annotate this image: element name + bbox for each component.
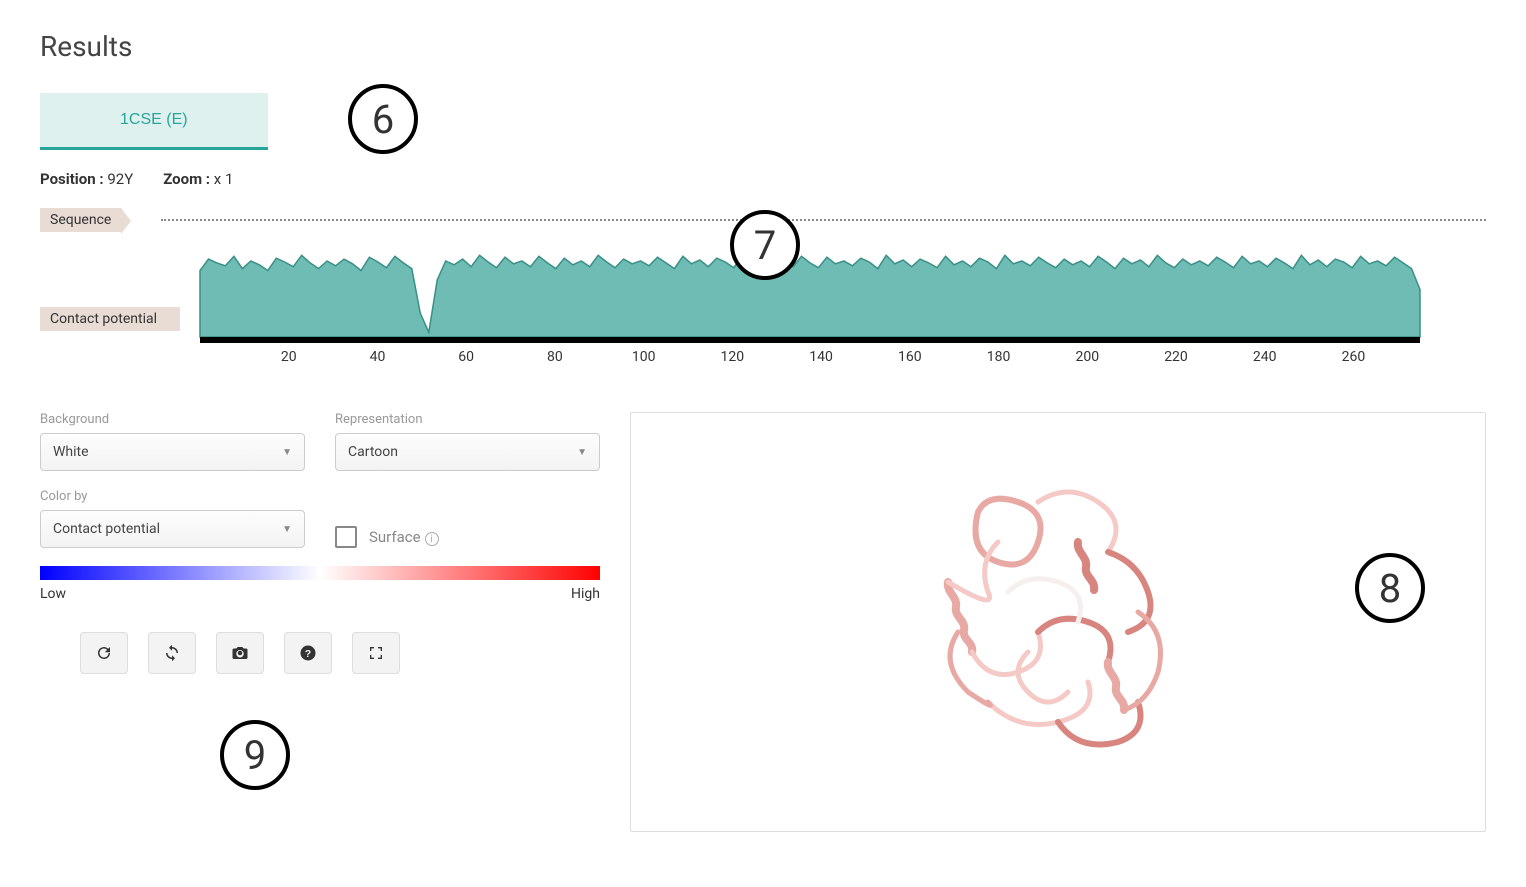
svg-text:60: 60: [458, 349, 474, 365]
colorby-label: Color by: [40, 489, 305, 504]
sync-icon: [163, 644, 181, 662]
info-row: Position : 92Y Zoom : x 1: [40, 170, 1486, 188]
page-title: Results: [40, 30, 1486, 63]
colorby-select[interactable]: Contact potential▼: [40, 510, 305, 548]
svg-text:20: 20: [281, 349, 297, 365]
info-icon[interactable]: i: [425, 532, 439, 546]
protein-viewer[interactable]: 8: [630, 412, 1486, 832]
zoom-info: Zoom : x 1: [163, 170, 233, 188]
contact-potential-label: Contact potential: [40, 307, 180, 331]
svg-text:140: 140: [809, 349, 833, 365]
help-button[interactable]: ?: [284, 632, 332, 674]
background-label: Background: [40, 412, 305, 427]
svg-text:?: ?: [305, 648, 311, 660]
refresh-button[interactable]: [80, 632, 128, 674]
gradient-high: High: [571, 586, 600, 602]
surface-checkbox[interactable]: [335, 526, 357, 548]
protein-structure: [888, 452, 1228, 792]
svg-text:120: 120: [721, 349, 745, 365]
svg-text:220: 220: [1164, 349, 1188, 365]
position-info: Position : 92Y: [40, 170, 133, 188]
svg-text:180: 180: [987, 349, 1011, 365]
sequence-label: Sequence: [40, 208, 121, 232]
refresh-icon: [95, 644, 113, 662]
gradient-low: Low: [40, 586, 66, 602]
callout-9: 9: [220, 720, 290, 790]
chevron-down-icon: ▼: [282, 447, 292, 458]
representation-label: Representation: [335, 412, 600, 427]
svg-text:160: 160: [898, 349, 922, 365]
camera-button[interactable]: [216, 632, 264, 674]
gradient-labels: Low High: [40, 586, 600, 602]
svg-text:200: 200: [1075, 349, 1099, 365]
callout-8: 8: [1355, 553, 1425, 623]
tabs: 1CSE (E) 1U46 (A): [40, 93, 1486, 150]
chevron-down-icon: ▼: [282, 524, 292, 535]
viewer-controls: Background White▼ Representation Cartoon…: [40, 412, 600, 832]
camera-icon: [231, 644, 249, 662]
color-gradient: [40, 566, 600, 580]
help-icon: ?: [299, 644, 317, 662]
svg-text:240: 240: [1253, 349, 1277, 365]
background-select[interactable]: White▼: [40, 433, 305, 471]
svg-text:260: 260: [1342, 349, 1366, 365]
sequence-line: [161, 219, 1486, 221]
tab-1cse[interactable]: 1CSE (E): [40, 93, 268, 150]
svg-text:40: 40: [370, 349, 386, 365]
svg-text:80: 80: [547, 349, 563, 365]
chart-svg: 20 40 60 80 100 120 140 160 180 200 220 240 260: [40, 242, 1440, 372]
fullscreen-button[interactable]: [352, 632, 400, 674]
surface-label: Surfacei: [369, 528, 439, 546]
representation-select[interactable]: Cartoon▼: [335, 433, 600, 471]
fullscreen-icon: [368, 645, 384, 661]
chevron-down-icon: ▼: [577, 447, 587, 458]
contact-chart[interactable]: Contact potential 20 40 60 80 100 120 140 160 18…: [40, 242, 1486, 372]
sync-button[interactable]: [148, 632, 196, 674]
tab-1u46[interactable]: 1U46 (A): [268, 93, 492, 150]
sequence-track: Sequence: [40, 208, 1486, 232]
svg-text:100: 100: [632, 349, 656, 365]
